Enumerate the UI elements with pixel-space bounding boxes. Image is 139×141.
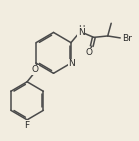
Text: F: F — [25, 121, 30, 130]
Text: O: O — [32, 65, 39, 74]
Text: N: N — [78, 28, 85, 37]
Text: N: N — [68, 59, 75, 68]
Text: Br: Br — [122, 34, 132, 43]
Text: O: O — [86, 48, 93, 57]
Text: H: H — [78, 25, 85, 34]
